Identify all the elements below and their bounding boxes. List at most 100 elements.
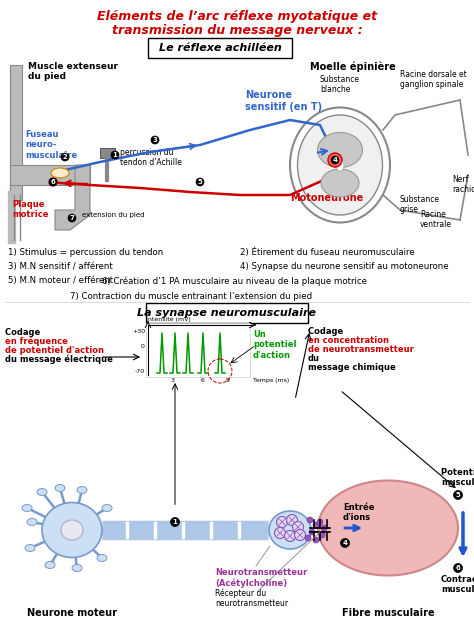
Circle shape: [331, 156, 339, 164]
Text: Fibre musculaire: Fibre musculaire: [342, 608, 434, 618]
Text: 5: 5: [456, 492, 460, 498]
Text: 0: 0: [141, 344, 145, 348]
Text: en concentration: en concentration: [308, 336, 389, 345]
Ellipse shape: [321, 169, 359, 197]
Ellipse shape: [318, 480, 458, 576]
Circle shape: [340, 538, 349, 547]
Text: Récepteur du
neurotransmetteur: Récepteur du neurotransmetteur: [215, 588, 288, 608]
Text: transmission du message nerveux :: transmission du message nerveux :: [111, 24, 363, 37]
Bar: [146, 323, 250, 377]
Ellipse shape: [318, 133, 363, 167]
Ellipse shape: [97, 554, 107, 561]
Text: Fuseau
neuro-
musculaire: Fuseau neuro- musculaire: [25, 130, 77, 160]
Text: 7) Contraction du muscle entrainant l’extension du pied: 7) Contraction du muscle entrainant l’ex…: [70, 292, 312, 301]
Text: Neurotransmetteur
(Acétylcholine): Neurotransmetteur (Acétylcholine): [215, 568, 307, 588]
Text: Racine dorsale et
ganglion spinale: Racine dorsale et ganglion spinale: [400, 70, 467, 89]
Text: 1) Stimulus = percussion du tendon: 1) Stimulus = percussion du tendon: [8, 248, 163, 257]
Circle shape: [61, 153, 69, 161]
Ellipse shape: [37, 489, 47, 495]
Text: Temps (ms): Temps (ms): [253, 378, 289, 383]
Text: 9: 9: [226, 378, 230, 383]
Text: 4) Synapse du neurone sensitif au motoneurone: 4) Synapse du neurone sensitif au motone…: [240, 262, 448, 271]
Ellipse shape: [336, 159, 344, 171]
Circle shape: [276, 516, 288, 528]
Ellipse shape: [27, 518, 37, 525]
Text: Motoneurone: Motoneurone: [290, 193, 363, 203]
Text: Contraction
musculaire: Contraction musculaire: [441, 575, 474, 595]
Text: 6: 6: [456, 565, 460, 571]
Circle shape: [313, 522, 319, 528]
Circle shape: [292, 521, 303, 533]
Circle shape: [307, 517, 313, 523]
Text: 3: 3: [153, 137, 157, 143]
Circle shape: [305, 535, 311, 541]
Circle shape: [284, 530, 295, 542]
Circle shape: [274, 528, 285, 538]
Text: -70: -70: [135, 369, 145, 374]
Ellipse shape: [51, 168, 69, 178]
Circle shape: [49, 178, 57, 186]
Circle shape: [454, 564, 463, 573]
Text: Intensité (mV): Intensité (mV): [146, 317, 191, 322]
Ellipse shape: [22, 504, 32, 511]
Text: extension du pied: extension du pied: [82, 212, 145, 218]
Circle shape: [171, 518, 180, 526]
Ellipse shape: [55, 485, 65, 492]
Text: message chimique: message chimique: [308, 363, 396, 372]
Text: Muscle extenseur
du pied: Muscle extenseur du pied: [28, 62, 118, 82]
Ellipse shape: [25, 545, 35, 552]
Text: 6) Création d’1 PA musculaire au niveau de la plaque motrice: 6) Création d’1 PA musculaire au niveau …: [102, 276, 367, 286]
Ellipse shape: [290, 107, 390, 222]
Text: 3) M.N sensitif / afférent: 3) M.N sensitif / afférent: [8, 262, 113, 271]
Text: +30: +30: [132, 329, 145, 334]
Circle shape: [68, 214, 76, 222]
Text: Neurone
sensitif (en T): Neurone sensitif (en T): [245, 90, 322, 112]
Text: La synapse neuromusculaire: La synapse neuromusculaire: [137, 308, 317, 318]
Text: en fréquence: en fréquence: [5, 337, 68, 346]
Text: 6: 6: [51, 179, 55, 185]
Text: Eléments de l’arc réflexe myotatique et: Eléments de l’arc réflexe myotatique et: [97, 10, 377, 23]
Circle shape: [286, 514, 298, 525]
FancyBboxPatch shape: [146, 303, 308, 323]
Circle shape: [454, 490, 463, 499]
Circle shape: [151, 136, 159, 144]
Text: Potentiel d'action
musculaire: Potentiel d'action musculaire: [441, 468, 474, 487]
Circle shape: [309, 529, 315, 535]
Circle shape: [328, 153, 342, 167]
Text: Moelle épinière: Moelle épinière: [310, 62, 396, 73]
Ellipse shape: [72, 564, 82, 571]
Text: 2: 2: [63, 154, 67, 160]
Circle shape: [111, 151, 119, 159]
Text: Entrée
d'ions: Entrée d'ions: [343, 502, 374, 522]
Circle shape: [321, 525, 327, 531]
Text: 1: 1: [112, 152, 118, 158]
FancyBboxPatch shape: [148, 38, 292, 58]
Text: Codage: Codage: [308, 327, 346, 336]
Text: 6: 6: [201, 378, 205, 383]
Circle shape: [317, 519, 323, 525]
Ellipse shape: [77, 487, 87, 494]
Text: du: du: [308, 354, 320, 363]
Text: Le réflexe achilléen: Le réflexe achilléen: [159, 43, 282, 53]
Text: de potentiel d'action: de potentiel d'action: [5, 346, 104, 355]
Circle shape: [319, 532, 325, 538]
Circle shape: [294, 530, 306, 540]
Text: 4: 4: [343, 540, 347, 546]
Circle shape: [313, 537, 319, 543]
Ellipse shape: [298, 115, 383, 215]
Text: Substance
blanche: Substance blanche: [320, 75, 360, 94]
Polygon shape: [10, 165, 90, 185]
Text: Neurone moteur: Neurone moteur: [27, 608, 117, 618]
Text: percussion du
tendon d'Achille: percussion du tendon d'Achille: [120, 148, 182, 167]
Polygon shape: [10, 65, 22, 200]
Text: 7: 7: [70, 215, 74, 221]
Text: Codage: Codage: [5, 328, 43, 337]
Ellipse shape: [61, 520, 83, 540]
Circle shape: [196, 178, 204, 186]
Text: Nerf
rachidien: Nerf rachidien: [452, 175, 474, 195]
Text: Substance
grise: Substance grise: [400, 195, 440, 214]
Text: Un
potentiel
d'action: Un potentiel d'action: [253, 330, 297, 360]
Text: 1: 1: [173, 519, 177, 525]
Ellipse shape: [42, 502, 102, 557]
Ellipse shape: [102, 504, 112, 511]
